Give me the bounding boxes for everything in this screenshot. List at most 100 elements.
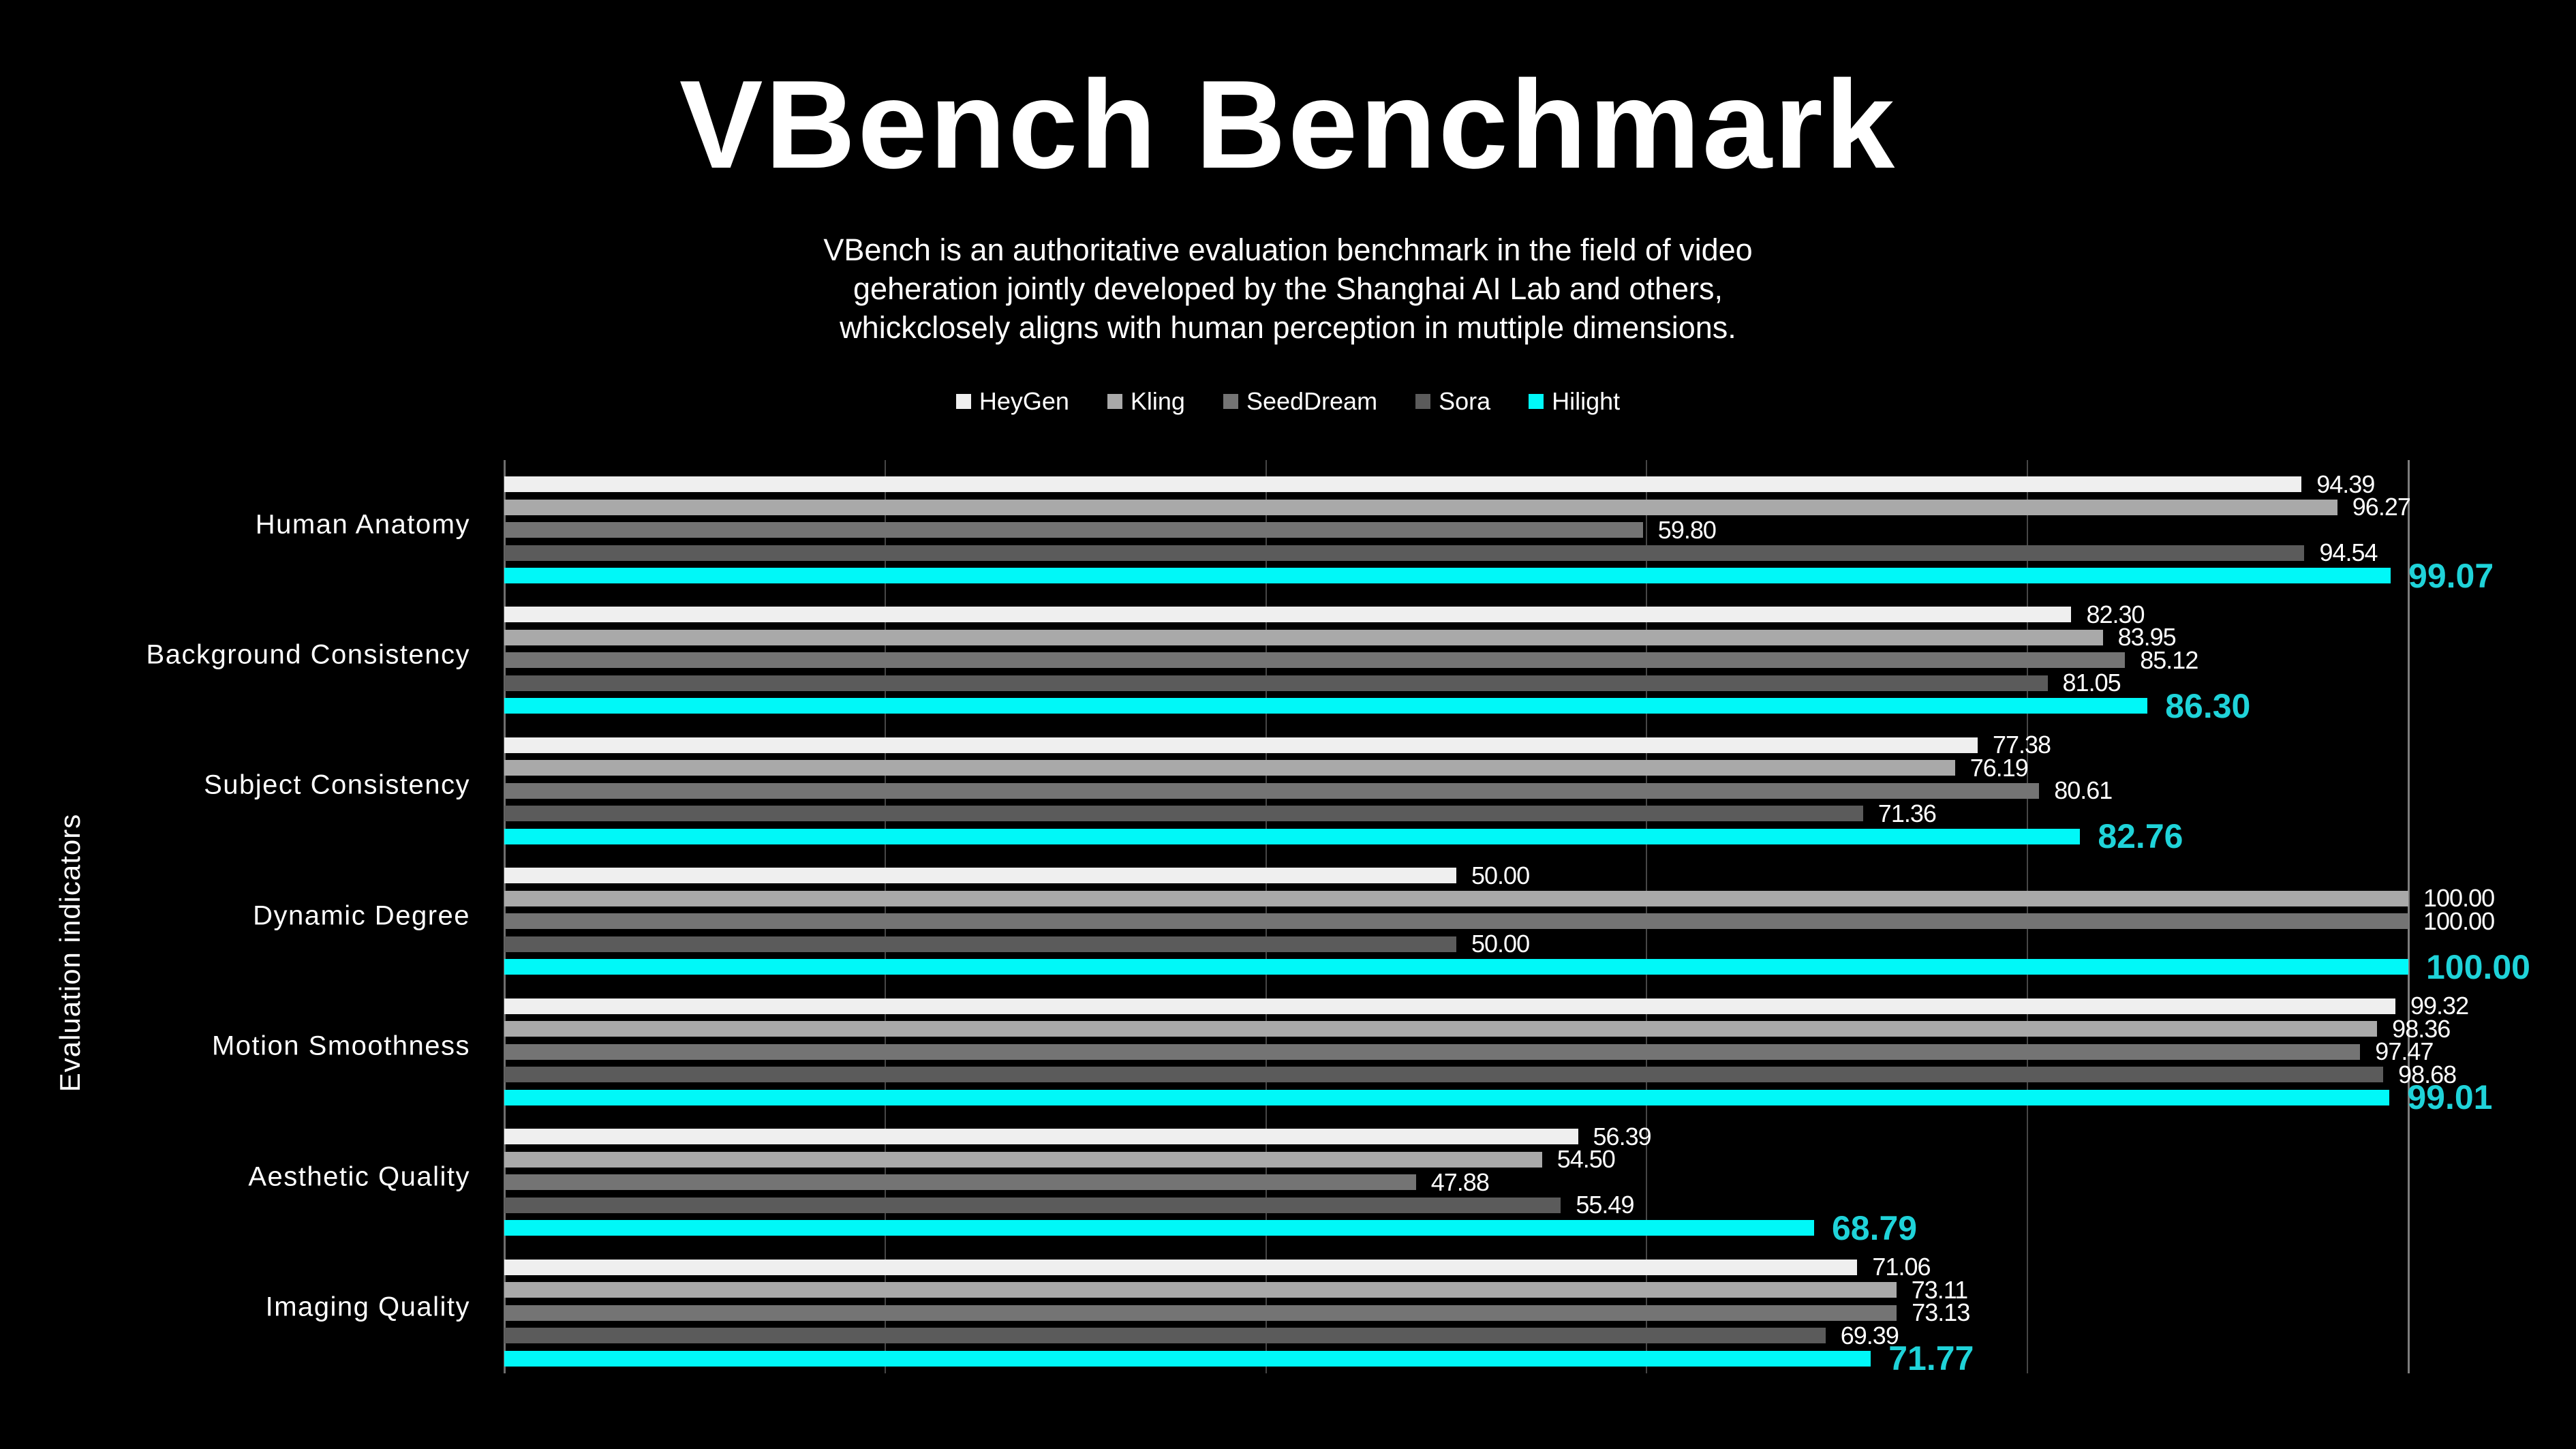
value-label-kling-aesthetic-quality: 54.50 — [1557, 1145, 1616, 1174]
bar-seeddream-aesthetic-quality — [504, 1174, 1416, 1191]
bar-sora-subject-consistency — [504, 806, 1863, 822]
value-label-seeddream-motion-smoothness: 97.47 — [2375, 1037, 2434, 1066]
bar-heygen-dynamic-degree — [504, 868, 1456, 884]
value-label-hilight-subject-consistency: 82.76 — [2098, 817, 2183, 856]
bar-sora-dynamic-degree — [504, 936, 1456, 952]
value-label-heygen-motion-smoothness: 99.32 — [2410, 992, 2469, 1020]
value-label-sora-background-consistency: 81.05 — [2062, 669, 2121, 697]
bar-seeddream-imaging-quality — [504, 1305, 1897, 1321]
value-label-kling-subject-consistency: 76.19 — [1969, 753, 2029, 782]
value-label-hilight-background-consistency: 86.30 — [2165, 686, 2251, 725]
bar-heygen-subject-consistency — [504, 737, 1978, 753]
value-label-seeddream-background-consistency: 85.12 — [2140, 645, 2198, 674]
legend-swatch-hilight — [1529, 394, 1544, 409]
bar-seeddream-human-anatomy — [504, 522, 1643, 538]
value-label-kling-background-consistency: 83.95 — [2117, 623, 2177, 652]
legend-swatch-seeddream — [1223, 394, 1238, 409]
bar-heygen-motion-smoothness — [504, 998, 2395, 1014]
bar-heygen-aesthetic-quality — [504, 1129, 1578, 1145]
value-label-heygen-human-anatomy: 94.39 — [2316, 470, 2375, 498]
bar-kling-motion-smoothness — [504, 1021, 2378, 1037]
bar-heygen-background-consistency — [504, 607, 2072, 623]
gridline-100 — [2407, 460, 2410, 1373]
value-label-hilight-dynamic-degree: 100.00 — [2426, 947, 2530, 986]
value-label-seeddream-subject-consistency: 80.61 — [2054, 776, 2113, 805]
bar-kling-human-anatomy — [504, 499, 2337, 515]
legend-label-heygen: HeyGen — [979, 387, 1069, 415]
bar-kling-dynamic-degree — [504, 890, 2408, 906]
value-label-heygen-imaging-quality: 71.06 — [1872, 1253, 1931, 1281]
value-label-heygen-aesthetic-quality: 56.39 — [1593, 1122, 1652, 1150]
legend-item-seeddream: SeedDream — [1223, 387, 1377, 416]
subtitle-line-3: whickclosely aligns with human perceptio… — [840, 310, 1736, 345]
legend-label-seeddream: SeedDream — [1246, 387, 1378, 415]
legend-swatch-heygen — [955, 394, 971, 409]
category-label-human-anatomy: Human Anatomy — [255, 509, 470, 539]
value-label-sora-human-anatomy: 94.54 — [2319, 538, 2378, 566]
bar-sora-aesthetic-quality — [504, 1197, 1561, 1213]
value-label-kling-motion-smoothness: 98.36 — [2392, 1014, 2451, 1043]
value-label-heygen-subject-consistency: 77.38 — [1992, 731, 2051, 759]
legend-item-heygen: HeyGen — [955, 387, 1069, 416]
y-axis-title: Evaluation indicators — [54, 813, 86, 1093]
chart-title: VBench Benchmark — [679, 54, 1897, 194]
value-label-sora-subject-consistency: 71.36 — [1877, 799, 1937, 827]
bar-seeddream-dynamic-degree — [504, 913, 2408, 930]
bar-kling-subject-consistency — [504, 760, 1955, 776]
legend-swatch-sora — [1415, 394, 1431, 409]
bar-sora-background-consistency — [504, 675, 2048, 691]
bar-kling-imaging-quality — [504, 1282, 1897, 1298]
plot-area: 94.39 96.27 59.80 94.54 99.07 82.30 83.95 85.12… — [503, 460, 2530, 1377]
value-label-seeddream-dynamic-degree: 100.00 — [2423, 906, 2495, 935]
legend-item-hilight: Hilight — [1529, 387, 1620, 416]
legend-label-kling: Kling — [1130, 387, 1185, 415]
category-label-subject-consistency: Subject Consistency — [204, 769, 470, 800]
bar-hilight-aesthetic-quality — [504, 1220, 1814, 1236]
subtitle-line-1: VBench is an authoritative evaluation be… — [823, 232, 1753, 267]
legend-label-hilight: Hilight — [1552, 387, 1621, 415]
value-label-seeddream-human-anatomy: 59.80 — [1657, 515, 1717, 544]
value-label-sora-dynamic-degree: 50.00 — [1471, 930, 1530, 958]
bar-hilight-subject-consistency — [504, 828, 2081, 844]
value-label-sora-motion-smoothness: 98.68 — [2398, 1060, 2457, 1088]
category-label-dynamic-degree: Dynamic Degree — [253, 900, 470, 931]
bar-heygen-human-anatomy — [504, 476, 2302, 492]
value-label-hilight-aesthetic-quality: 68.79 — [1831, 1208, 1918, 1247]
bar-kling-background-consistency — [504, 629, 2103, 645]
category-label-background-consistency: Background Consistency — [146, 639, 470, 670]
value-label-heygen-dynamic-degree: 50.00 — [1471, 861, 1530, 889]
legend-swatch-kling — [1107, 394, 1122, 409]
bar-sora-imaging-quality — [504, 1328, 1826, 1344]
bar-heygen-imaging-quality — [504, 1259, 1858, 1275]
bar-sora-motion-smoothness — [504, 1067, 2384, 1083]
legend-item-sora: Sora — [1415, 387, 1490, 416]
value-label-seeddream-aesthetic-quality: 47.88 — [1430, 1168, 1490, 1196]
subtitle-line-2: geheration jointly developed by the Shan… — [853, 271, 1723, 306]
bar-hilight-background-consistency — [504, 698, 2148, 714]
chart-subtitle: VBench is an authoritative evaluation be… — [0, 230, 2576, 347]
category-label-motion-smoothness: Motion Smoothness — [211, 1031, 470, 1061]
value-label-seeddream-imaging-quality: 73.13 — [1912, 1298, 1970, 1327]
category-label-aesthetic-quality: Aesthetic Quality — [248, 1161, 470, 1192]
legend-label-sora: Sora — [1439, 387, 1491, 415]
value-label-kling-imaging-quality: 73.11 — [1911, 1275, 1968, 1304]
bar-seeddream-background-consistency — [504, 652, 2126, 669]
value-label-kling-dynamic-degree: 100.00 — [2423, 884, 2495, 913]
value-label-hilight-human-anatomy: 99.07 — [2408, 556, 2494, 595]
legend: HeyGen Kling SeedDream Sora Hilight — [0, 387, 2576, 416]
value-label-sora-imaging-quality: 69.39 — [1840, 1321, 1899, 1349]
value-label-kling-human-anatomy: 96.27 — [2352, 493, 2411, 521]
bar-hilight-imaging-quality — [504, 1350, 1871, 1367]
bar-seeddream-motion-smoothness — [504, 1043, 2361, 1060]
bar-hilight-dynamic-degree — [504, 959, 2408, 975]
bar-seeddream-subject-consistency — [504, 782, 2040, 799]
bar-kling-aesthetic-quality — [504, 1151, 1542, 1168]
legend-item-kling: Kling — [1107, 387, 1185, 416]
bar-hilight-human-anatomy — [504, 568, 2391, 583]
category-label-imaging-quality: Imaging Quality — [265, 1292, 470, 1322]
bar-sora-human-anatomy — [504, 545, 2305, 561]
value-label-heygen-background-consistency: 82.30 — [2086, 600, 2145, 628]
value-label-sora-aesthetic-quality: 55.49 — [1576, 1191, 1634, 1219]
value-label-hilight-imaging-quality: 71.77 — [1888, 1339, 1974, 1378]
